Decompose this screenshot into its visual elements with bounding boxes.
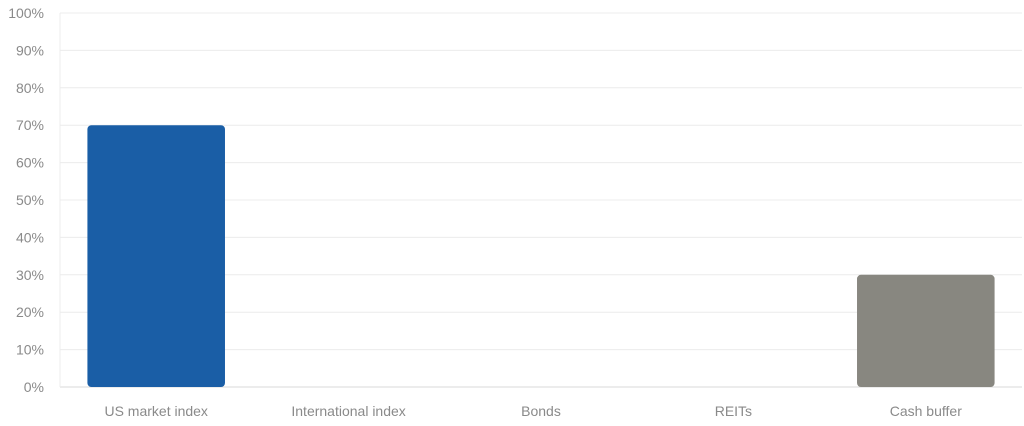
y-tick-label: 70%	[16, 117, 44, 133]
y-tick-label: 0%	[24, 379, 44, 395]
bar	[87, 125, 225, 387]
y-tick-label: 60%	[16, 155, 44, 171]
y-tick-label: 100%	[8, 5, 44, 21]
x-tick-label: US market index	[104, 403, 207, 419]
y-tick-label: 20%	[16, 304, 44, 320]
y-tick-label: 80%	[16, 80, 44, 96]
bar	[857, 274, 995, 387]
y-tick-label: 10%	[16, 342, 44, 358]
y-tick-label: 90%	[16, 42, 44, 58]
x-tick-label: Bonds	[521, 403, 561, 419]
x-tick-label: REITs	[715, 403, 752, 419]
x-tick-label: Cash buffer	[890, 403, 962, 419]
y-tick-label: 30%	[16, 267, 44, 283]
y-tick-label: 40%	[16, 229, 44, 245]
x-tick-label: International index	[291, 403, 405, 419]
y-tick-label: 50%	[16, 192, 44, 208]
